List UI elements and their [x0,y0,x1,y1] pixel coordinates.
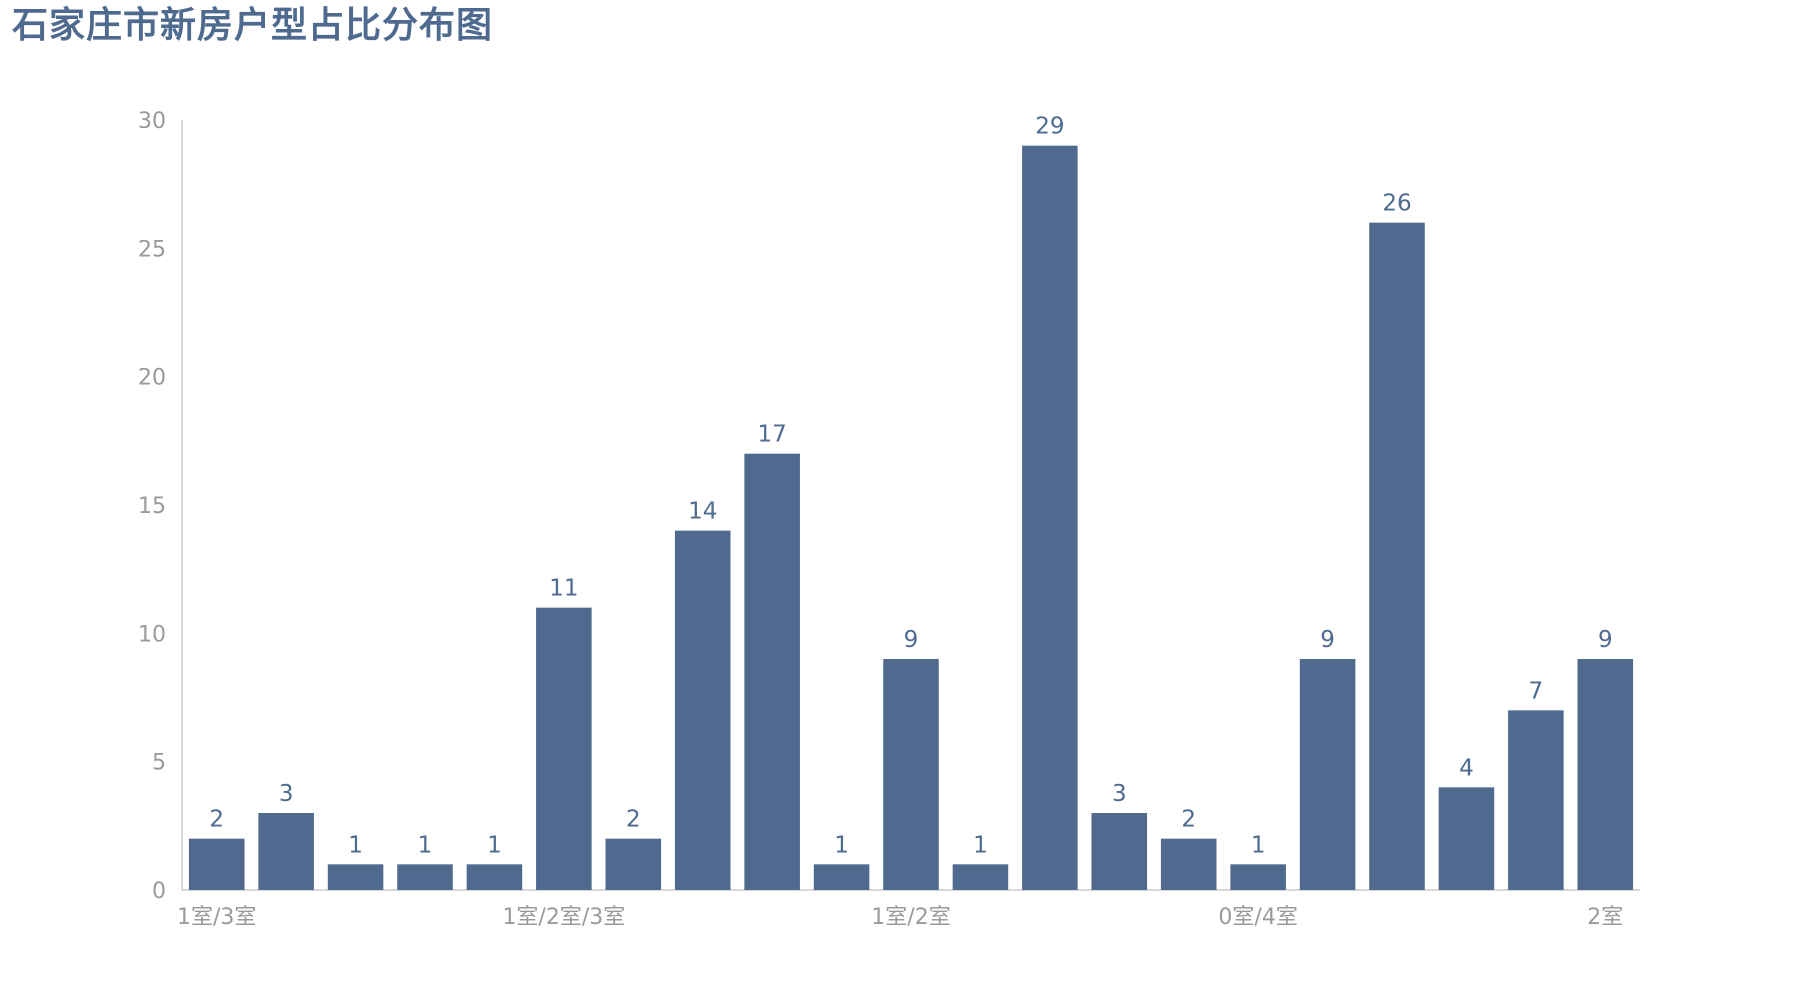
bar [1022,145,1078,890]
bar [883,659,939,890]
bar [1299,659,1356,890]
data-label: 1 [418,832,433,858]
y-tick-label: 25 [138,237,166,262]
data-label: 29 [1035,114,1064,140]
x-tick-label: 2室 [1587,905,1623,930]
data-label: 3 [1112,781,1127,807]
y-tick-label: 20 [138,366,166,391]
chart-title: 石家庄市新房户型占比分布图 [12,5,494,46]
x-tick-label: 1室/2室 [871,905,950,930]
bar [1091,813,1148,890]
bar [1577,659,1634,890]
bar [674,530,731,890]
data-label: 11 [549,576,578,602]
data-label: 26 [1382,191,1411,217]
bar [605,838,662,890]
y-tick-label: 15 [138,494,166,519]
data-label: 1 [487,832,502,858]
bar [1438,787,1495,890]
data-label: 4 [1459,755,1474,781]
data-label: 1 [973,832,988,858]
data-label: 1 [834,832,849,858]
data-label: 9 [904,627,919,653]
bar-series [188,145,1634,890]
bar [536,607,592,890]
y-tick-label: 5 [152,751,166,776]
y-tick-label: 10 [138,622,166,647]
data-label: 2 [626,807,641,833]
x-tick-label: 1室/3室 [177,905,256,930]
data-label: 7 [1529,678,1544,704]
bar [1369,222,1425,890]
bar [1230,864,1286,890]
x-tick-label: 1室/2室/3室 [502,905,625,930]
bar [952,864,1009,890]
data-label: 2 [1181,807,1196,833]
y-tick-label: 30 [138,109,166,134]
bar [258,813,314,890]
data-label: 1 [348,832,363,858]
bar [188,838,245,890]
bar [813,864,870,890]
data-label: 3 [279,781,294,807]
x-tick-label: 0室/4室 [1218,905,1297,930]
bar [327,864,384,890]
data-label: 9 [1320,627,1335,653]
data-label: 17 [758,422,787,448]
bar [1508,710,1564,890]
data-label: 14 [688,499,717,525]
bar [466,864,523,890]
bar [744,453,800,890]
data-label: 2 [209,807,224,833]
data-label: 9 [1598,627,1613,653]
y-tick-label: 0 [152,879,166,904]
bar [397,864,453,890]
data-label: 1 [1251,832,1266,858]
bar [1160,838,1217,890]
x-axis: 1室/3室 1室/2室/3室 1室/2室 0室/4室 2室 [177,889,1640,930]
y-axis: 0 5 10 15 20 25 30 [138,109,183,904]
